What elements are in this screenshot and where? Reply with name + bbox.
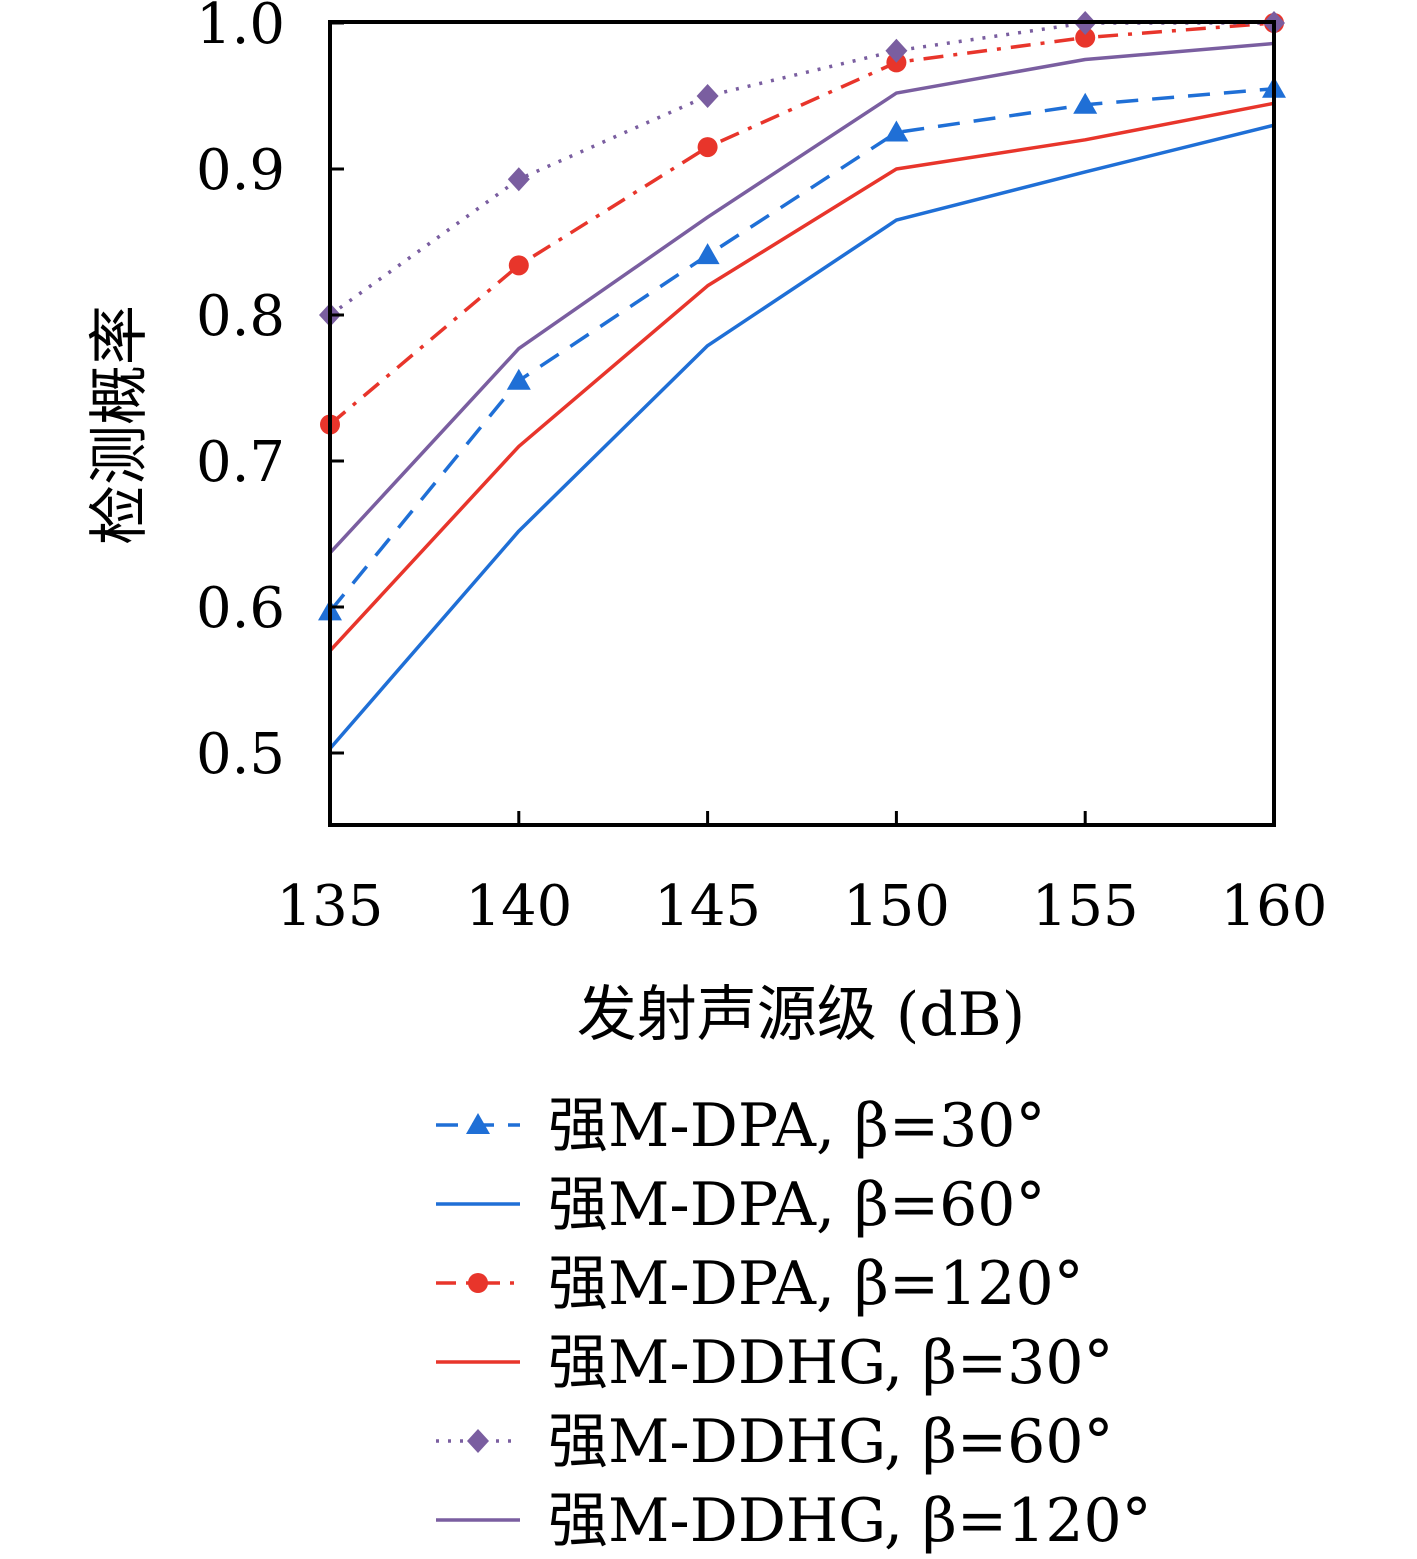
series-line bbox=[328, 21, 1274, 317]
legend-entry: 强M-DDHG, β=60° bbox=[436, 1407, 1114, 1477]
y-tick-label: 0.5 bbox=[196, 722, 285, 787]
legend-marker bbox=[468, 1273, 488, 1293]
y-tick-label: 0.9 bbox=[196, 138, 285, 203]
x-axis-title: 发射声源级 (dB) bbox=[577, 980, 1025, 1050]
series-line bbox=[328, 21, 1275, 426]
data-point bbox=[697, 137, 718, 158]
legend-label: 强M-DDHG, β=30° bbox=[548, 1328, 1114, 1398]
legend-entry: 强M-DDHG, β=30° bbox=[436, 1328, 1114, 1398]
legend-label: 强M-DDHG, β=120° bbox=[548, 1486, 1152, 1556]
series-line bbox=[328, 41, 1275, 555]
axis-ticks: 135 140 145 150 155 160 0.5 0.6 0.7 0.8 0.9 1.0 bbox=[196, 0, 1328, 939]
legend-entry: 强M-DPA, β=120° bbox=[436, 1249, 1084, 1319]
data-point bbox=[695, 243, 720, 265]
legend-entry: 强M-DPA, β=60° bbox=[436, 1170, 1045, 1240]
series-5 bbox=[319, 11, 1285, 327]
data-point bbox=[885, 38, 908, 63]
data-point bbox=[506, 368, 531, 390]
legend-label: 强M-DPA, β=30° bbox=[548, 1091, 1045, 1161]
legend-marker bbox=[467, 1429, 489, 1453]
y-tick-label: 1.0 bbox=[196, 0, 285, 57]
data-point bbox=[1073, 92, 1098, 114]
legend-label: 强M-DDHG, β=60° bbox=[548, 1407, 1114, 1477]
series-line bbox=[328, 101, 1275, 652]
x-tick-label: 135 bbox=[277, 874, 384, 939]
legend-entry: 强M-DDHG, β=120° bbox=[436, 1486, 1152, 1556]
x-tick-label: 145 bbox=[654, 874, 761, 939]
data-point bbox=[507, 167, 530, 192]
x-tick-label: 160 bbox=[1221, 874, 1328, 939]
data-point bbox=[696, 84, 719, 108]
legend-label: 强M-DPA, β=60° bbox=[548, 1170, 1045, 1240]
series-6 bbox=[328, 41, 1275, 555]
data-point bbox=[508, 255, 529, 276]
x-tick-label: 155 bbox=[1032, 874, 1139, 939]
series-line bbox=[328, 123, 1275, 750]
legend-entry: 强M-DPA, β=30° bbox=[436, 1091, 1045, 1161]
plot-frame bbox=[328, 20, 1276, 827]
legend: 强M-DPA, β=30° 强M-DPA, β=60° 强M-DPA, β=120°… bbox=[436, 1091, 1152, 1556]
y-tick-label: 0.6 bbox=[196, 576, 285, 641]
legend-marker bbox=[466, 1113, 490, 1134]
data-point bbox=[884, 120, 909, 142]
series-2 bbox=[328, 123, 1275, 750]
y-tick-label: 0.8 bbox=[196, 284, 285, 349]
plot-area bbox=[318, 11, 1286, 750]
series-line bbox=[328, 86, 1275, 613]
y-axis-title: 检测概率 bbox=[85, 305, 155, 545]
y-tick-label: 0.7 bbox=[196, 430, 285, 495]
data-point bbox=[1075, 27, 1096, 48]
x-tick-label: 150 bbox=[843, 874, 950, 939]
x-tick-label: 140 bbox=[465, 874, 572, 939]
series-4 bbox=[328, 101, 1275, 652]
legend-label: 强M-DPA, β=120° bbox=[548, 1249, 1084, 1319]
